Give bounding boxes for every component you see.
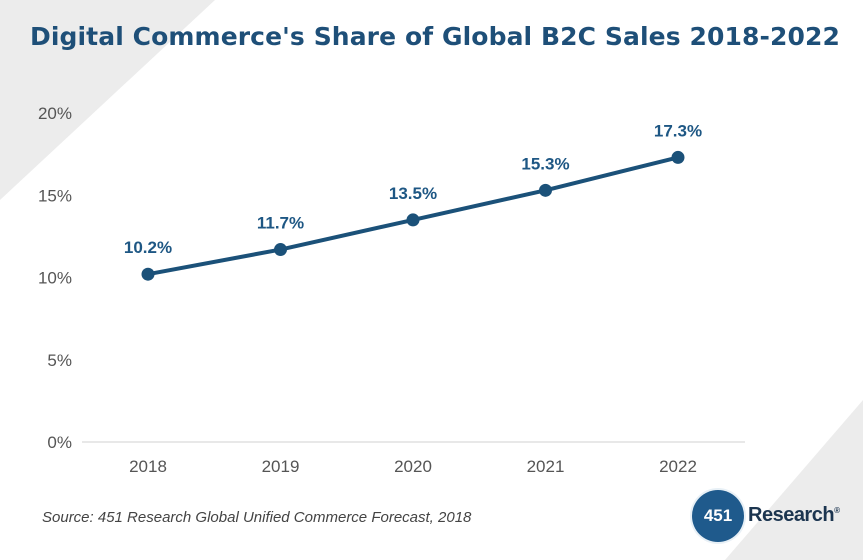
y-tick-label: 15% xyxy=(38,186,72,205)
line-chart: 0% 5% 10% 15% 20% 2018 2019 2020 2021 2022 10.2%… xyxy=(38,104,745,476)
y-tick-label: 0% xyxy=(47,433,72,452)
data-label: 13.5% xyxy=(389,184,437,203)
chart-title: Digital Commerce's Share of Global B2C S… xyxy=(30,22,840,51)
data-point xyxy=(539,183,552,197)
source-note: Source: 451 Research Global Unified Comm… xyxy=(42,509,472,526)
logo-wordmark: Research® xyxy=(748,504,840,526)
data-point xyxy=(274,243,287,257)
x-tick-label: 2021 xyxy=(527,457,565,476)
x-tick-label: 2022 xyxy=(659,457,697,476)
data-label: 11.7% xyxy=(257,214,304,233)
data-label: 15.3% xyxy=(521,154,569,173)
y-tick-label: 5% xyxy=(47,351,72,370)
data-label: 10.2% xyxy=(124,238,172,257)
y-tick-label: 10% xyxy=(38,269,72,288)
x-tick-label: 2019 xyxy=(262,457,300,476)
data-point xyxy=(406,213,420,227)
data-label: 17.3% xyxy=(654,121,702,140)
x-tick-label: 2020 xyxy=(394,457,432,476)
data-point xyxy=(671,150,685,164)
x-tick-label: 2018 xyxy=(129,457,167,476)
logo-word: Research xyxy=(748,504,835,526)
data-point xyxy=(141,267,155,281)
logo-badge: 451 xyxy=(692,490,744,542)
451-research-logo: 451 Research® xyxy=(692,490,852,542)
y-tick-label: 20% xyxy=(38,104,72,123)
